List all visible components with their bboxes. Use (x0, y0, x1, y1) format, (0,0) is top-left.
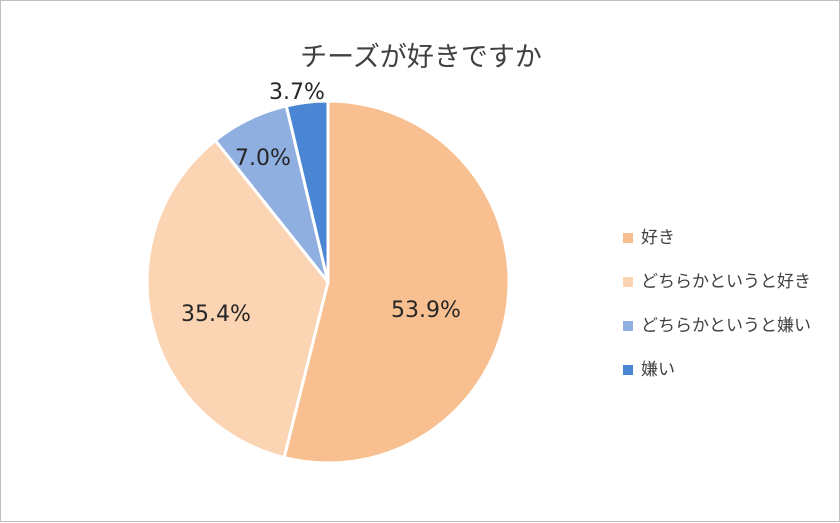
pie-slices (145, 99, 511, 465)
legend-swatch-4 (623, 365, 633, 375)
pie-slice-4 (284, 99, 330, 284)
pie-slice-2 (145, 138, 330, 460)
legend-label-4: 嫌い (641, 360, 675, 380)
pie-slice-1 (282, 99, 511, 465)
data-labels: 53.9% 35.4% 7.0% 3.7% (181, 80, 461, 327)
legend-label-1: 好き (641, 228, 675, 248)
data-label-3: 7.0% (235, 146, 291, 171)
data-label-4: 3.7% (269, 80, 325, 105)
data-label-2: 35.4% (181, 302, 251, 327)
legend-label-2: どちらかというと好き (641, 272, 811, 292)
chart-title: チーズが好きですか (300, 42, 542, 73)
legend-swatch-3 (623, 321, 633, 331)
data-label-1: 53.9% (391, 298, 461, 323)
legend-swatch-2 (623, 277, 633, 287)
legend-swatch-1 (623, 233, 633, 243)
legend-label-3: どちらかというと嫌い (641, 316, 811, 336)
